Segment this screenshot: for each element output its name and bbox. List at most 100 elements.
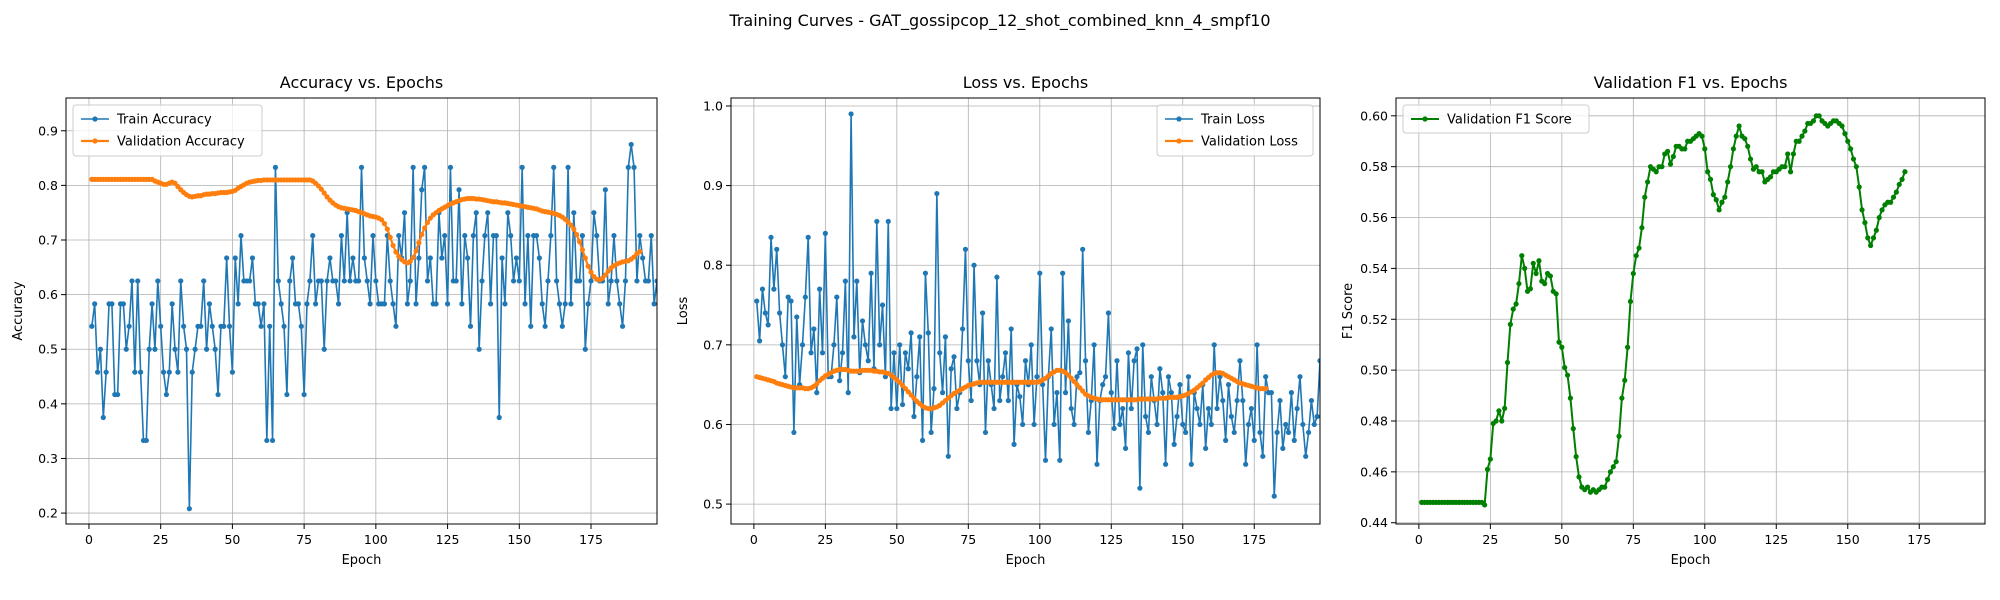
data-point <box>318 186 324 192</box>
legend: Train Accuracy Validation Accuracy <box>72 104 263 157</box>
data-point <box>666 301 671 306</box>
data-point <box>1862 220 1868 226</box>
y-tick-label: 0.7 <box>703 337 723 352</box>
data-point <box>1484 466 1491 472</box>
data-point <box>387 278 393 284</box>
data-point <box>980 310 986 316</box>
data-point <box>774 246 780 252</box>
data-point <box>1051 421 1057 428</box>
data-point <box>782 374 788 380</box>
data-point <box>928 429 934 436</box>
data-point <box>1719 199 1725 205</box>
y-axis-label: Accuracy <box>11 281 26 341</box>
data-point <box>1120 405 1126 412</box>
data-point <box>1602 484 1608 490</box>
data-point <box>539 301 545 307</box>
data-point <box>706 119 711 124</box>
data-point <box>1753 164 1759 170</box>
data-point <box>1730 146 1736 152</box>
data-point <box>617 301 623 307</box>
data-point <box>338 233 345 239</box>
data-point <box>791 429 797 436</box>
data-point <box>985 358 991 364</box>
data-point <box>1160 390 1166 396</box>
data-point <box>1604 476 1611 483</box>
data-point <box>1260 453 1266 459</box>
data-point <box>591 210 597 216</box>
data-point <box>885 218 891 225</box>
data-point <box>922 270 929 276</box>
y-tick-label: 0.6 <box>38 287 58 302</box>
y-tick-label: 0.58 <box>1360 159 1388 174</box>
data-point <box>1254 342 1260 348</box>
data-point <box>680 142 685 147</box>
data-point <box>224 255 230 261</box>
data-point <box>1214 405 1220 412</box>
data-point <box>321 190 327 196</box>
data-point <box>284 391 290 398</box>
data-point <box>143 437 149 444</box>
data-point <box>1094 461 1100 467</box>
x-tick-label: 150 <box>1836 532 1860 547</box>
x-axis-label: Epoch <box>1671 553 1711 568</box>
data-point <box>695 142 700 147</box>
y-tick-label: 0.60 <box>1360 108 1388 123</box>
data-point <box>485 210 491 216</box>
data-point <box>562 301 568 307</box>
data-point <box>777 310 783 316</box>
x-tick-label: 150 <box>507 532 531 547</box>
data-point <box>1627 298 1634 305</box>
data-point <box>762 310 768 316</box>
data-point <box>1493 418 1499 424</box>
data-point <box>304 301 310 307</box>
data-point <box>1065 318 1071 324</box>
data-point <box>1507 321 1513 327</box>
data-point <box>1317 358 1320 364</box>
data-point <box>822 230 828 236</box>
series-line <box>755 113 1320 497</box>
data-point <box>672 278 677 283</box>
data-point <box>834 294 840 300</box>
data-point <box>1314 413 1320 420</box>
data-point <box>1504 359 1511 366</box>
legend-swatch-marker <box>92 138 98 144</box>
data-point <box>361 255 367 261</box>
data-point <box>718 233 723 238</box>
data-point <box>637 248 643 255</box>
data-point <box>456 187 462 193</box>
data-point <box>1225 382 1232 388</box>
data-point <box>129 278 135 284</box>
data-point <box>802 294 808 300</box>
data-point <box>422 225 428 231</box>
x-tick-label: 0 <box>1415 532 1423 547</box>
data-point <box>536 255 542 261</box>
data-point <box>1285 429 1292 436</box>
data-point <box>155 278 161 284</box>
data-point <box>785 294 791 300</box>
data-point <box>89 323 95 329</box>
data-point <box>839 350 846 356</box>
data-point <box>422 164 428 170</box>
data-point <box>997 397 1003 404</box>
data-point <box>1653 169 1659 175</box>
data-point <box>1145 429 1152 436</box>
data-point <box>364 278 370 284</box>
data-point <box>1722 194 1728 200</box>
data-point <box>1782 164 1788 170</box>
data-point <box>132 369 138 375</box>
data-point <box>1850 156 1857 162</box>
data-point <box>1759 169 1765 175</box>
data-point <box>172 346 178 352</box>
legend-label: Train Accuracy <box>116 113 212 128</box>
data-point <box>413 301 419 307</box>
data-point <box>1017 393 1023 400</box>
data-point <box>1117 421 1123 428</box>
data-point <box>831 342 837 348</box>
y-tick-label: 0.48 <box>1360 413 1388 428</box>
data-point <box>1042 457 1049 463</box>
data-point <box>611 233 617 239</box>
data-point <box>499 255 505 261</box>
data-point <box>1057 457 1063 463</box>
data-point <box>92 301 98 307</box>
data-point <box>1346 422 1351 427</box>
